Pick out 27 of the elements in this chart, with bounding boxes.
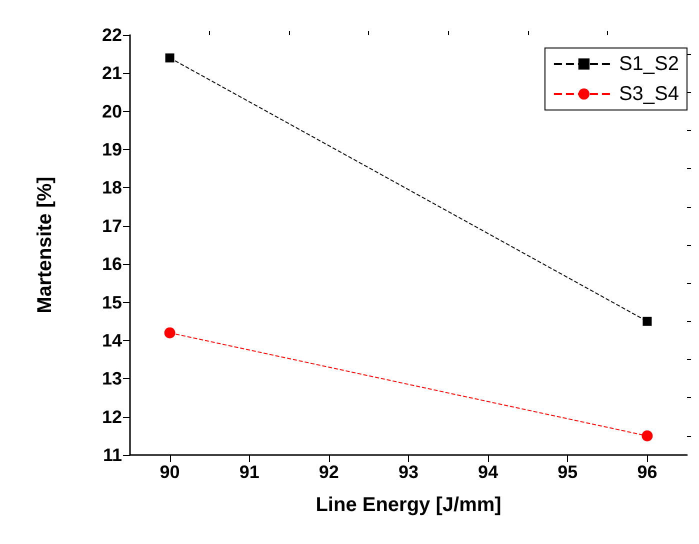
x-tick-label: 96 <box>637 462 658 482</box>
point <box>164 327 176 338</box>
x-tick-label: 90 <box>160 462 180 482</box>
x-axis-title: Line Energy [J/mm] <box>316 494 502 516</box>
x-tick-label: 94 <box>478 462 498 482</box>
point <box>165 53 174 62</box>
x-tick-label: 95 <box>558 462 578 482</box>
legend-label: S1_S2 <box>618 53 680 75</box>
point <box>642 430 653 442</box>
y-axis-title: Martensite [%] <box>34 176 56 314</box>
y-tick-label: 16 <box>102 254 122 274</box>
point <box>642 316 652 326</box>
y-tick-label: 11 <box>102 445 122 465</box>
y-tick-label: 21 <box>102 63 122 84</box>
y-tick-label: 13 <box>102 368 122 389</box>
x-tick-label: 91 <box>239 462 260 482</box>
y-tick-label: 19 <box>102 140 122 160</box>
y-tick-label: 12 <box>102 406 122 427</box>
y-tick-label: 20 <box>102 101 122 122</box>
x-tick-label: 92 <box>318 462 339 482</box>
legend-label: S3_S4 <box>618 83 680 105</box>
y-tick-label: 18 <box>102 178 122 198</box>
y-tick-label: 14 <box>102 330 122 350</box>
y-tick-label: 15 <box>102 292 122 312</box>
y-tick-label: 22 <box>102 25 122 45</box>
y-tick-label: 17 <box>102 216 122 236</box>
x-tick-label: 93 <box>398 462 419 482</box>
